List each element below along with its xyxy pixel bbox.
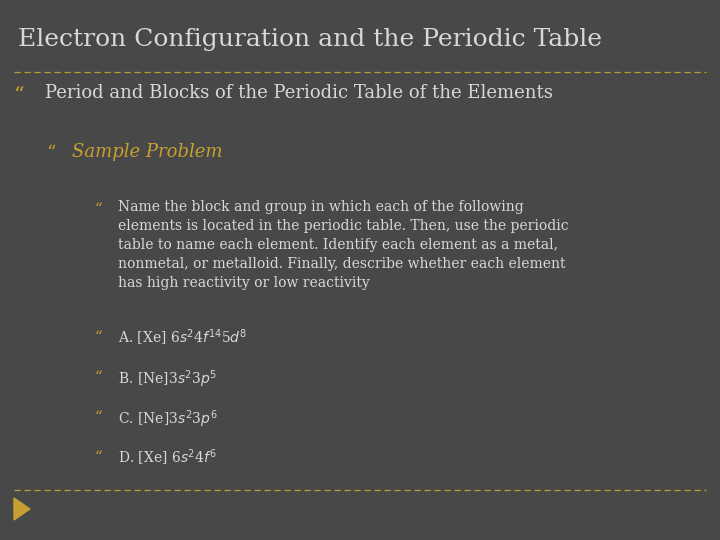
Text: Name the block and group in which each of the following
elements is located in t: Name the block and group in which each o… [118,200,569,290]
Text: Sample Problem: Sample Problem [72,143,222,161]
Text: Electron Configuration and the Periodic Table: Electron Configuration and the Periodic … [18,28,602,51]
Text: B. [Ne]3$s^2$3$p^5$: B. [Ne]3$s^2$3$p^5$ [118,368,217,389]
Text: A. [Xe] 6$s^2$4$f^{14}$5$d^8$: A. [Xe] 6$s^2$4$f^{14}$5$d^8$ [118,328,247,348]
Text: D. [Xe] 6$s^2$4$f^6$: D. [Xe] 6$s^2$4$f^6$ [118,448,217,468]
Text: Period and Blocks of the Periodic Table of the Elements: Period and Blocks of the Periodic Table … [45,84,553,102]
Polygon shape [14,498,30,520]
Text: “: “ [46,144,55,162]
Text: “: “ [95,370,103,384]
Text: “: “ [14,86,24,105]
Text: C. [Ne]3$s^2$3$p^6$: C. [Ne]3$s^2$3$p^6$ [118,408,217,430]
Text: “: “ [95,330,103,344]
Text: “: “ [95,450,103,464]
Text: “: “ [95,410,103,424]
Text: “: “ [95,202,103,216]
